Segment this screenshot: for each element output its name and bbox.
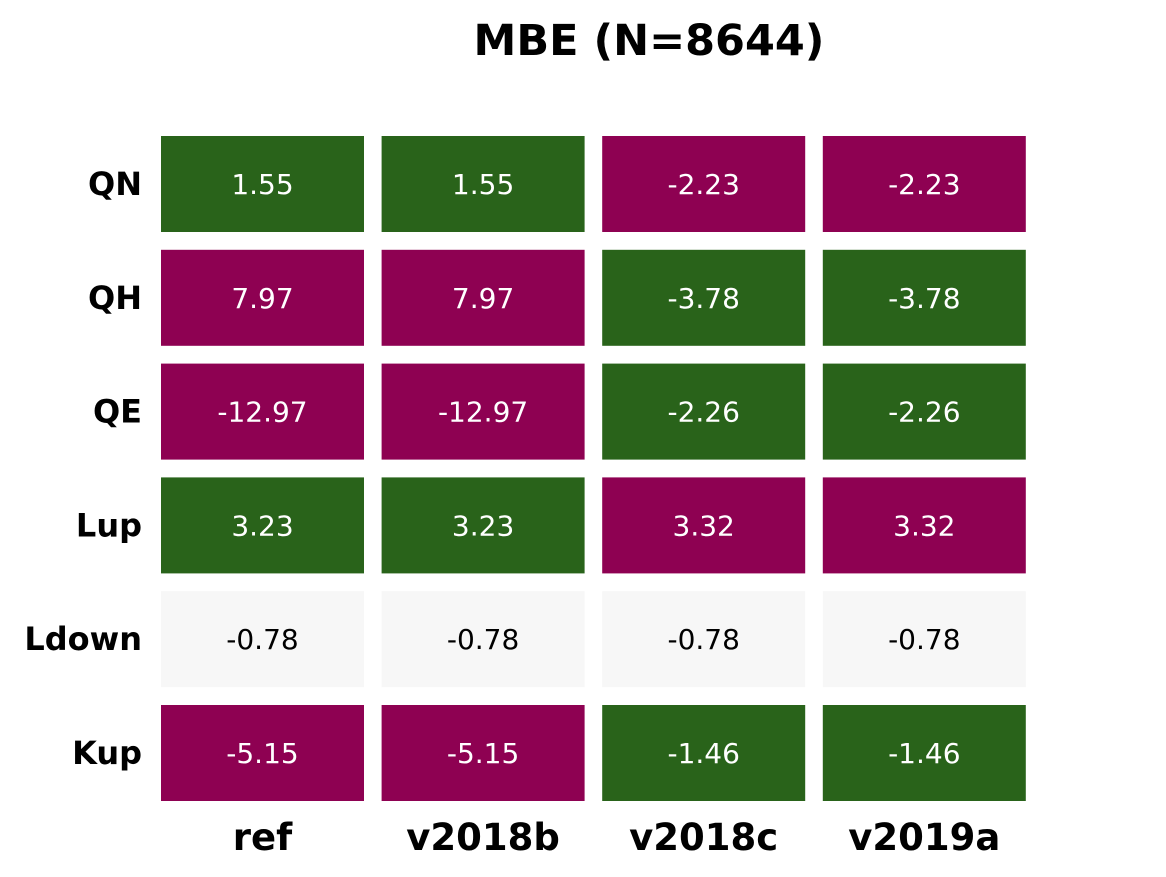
heatmap-cell-qn-v2018c bbox=[602, 136, 806, 232]
heatmap-cell-qe-v2018b bbox=[381, 363, 585, 460]
cell-value-label-ldown-v2019a: -0.78 bbox=[888, 623, 960, 656]
column-labels: ref v2018b v2018c v2019a bbox=[233, 816, 1001, 859]
cell-value-label-qh-v2018c: -3.78 bbox=[667, 282, 739, 315]
row-labels: QN QH QE Lup Ldown Kup bbox=[24, 165, 142, 772]
cell-value-label-qn-ref: 1.55 bbox=[231, 168, 293, 201]
cell-value-label-qh-ref: 7.97 bbox=[231, 282, 293, 315]
cell-value-label-qe-v2018b: -12.97 bbox=[438, 396, 528, 429]
cell-value-label-kup-ref: -5.15 bbox=[226, 737, 298, 770]
cell-value-label-kup-v2019a: -1.46 bbox=[888, 737, 960, 770]
row-label-qe: QE bbox=[93, 393, 142, 431]
column-label-v2018c: v2018c bbox=[629, 816, 778, 859]
cell-value-label-qe-v2018c: -2.26 bbox=[667, 396, 739, 429]
heatmap-cell-lup-v2018c bbox=[602, 477, 806, 574]
cell-value-label-qh-v2018b: 7.97 bbox=[452, 282, 514, 315]
cell-value-label-qe-v2019a: -2.26 bbox=[888, 396, 960, 429]
row-label-qn: QN bbox=[88, 165, 142, 203]
chart-title: MBE (N=8644) bbox=[474, 16, 825, 66]
cell-value-label-ldown-v2018c: -0.78 bbox=[667, 623, 739, 656]
heatmap-cell-ldown-v2018c bbox=[602, 591, 806, 688]
heatmap-cell-kup-v2018b bbox=[381, 705, 585, 801]
row-label-qh: QH bbox=[88, 279, 142, 317]
heatmap-cell-qh-ref bbox=[161, 249, 364, 346]
cell-value-label-kup-v2018b: -5.15 bbox=[447, 737, 519, 770]
heatmap-cell-qh-v2018b bbox=[381, 249, 585, 346]
cell-value-label-lup-v2019a: 3.32 bbox=[893, 509, 955, 542]
cell-value-label-kup-v2018c: -1.46 bbox=[667, 737, 739, 770]
heatmap-cell-kup-ref bbox=[161, 705, 364, 801]
heatmap-cell-kup-v2019a bbox=[822, 705, 1026, 801]
row-label-kup: Kup bbox=[72, 734, 142, 772]
cell-value-label-lup-v2018c: 3.32 bbox=[673, 509, 735, 542]
heatmap-cell-qn-v2019a bbox=[822, 136, 1026, 232]
cell-value-label-lup-v2018b: 3.23 bbox=[452, 509, 514, 542]
row-label-lup: Lup bbox=[76, 506, 142, 544]
cell-value-label-qn-v2018c: -2.23 bbox=[667, 168, 739, 201]
heatmap-cell-ldown-v2018b bbox=[381, 591, 585, 688]
heatmap-cell-lup-ref bbox=[161, 477, 364, 574]
heatmap-cell-lup-v2019a bbox=[822, 477, 1026, 574]
column-label-v2018b: v2018b bbox=[406, 816, 560, 859]
cell-value-label-qn-v2018b: 1.55 bbox=[452, 168, 514, 201]
heatmap-cell-ldown-ref bbox=[161, 591, 364, 688]
column-label-ref: ref bbox=[233, 816, 293, 859]
heatmap-cell-qn-v2018b bbox=[381, 136, 585, 232]
heatmap-cell-qe-v2019a bbox=[822, 363, 1026, 460]
row-label-ldown: Ldown bbox=[24, 620, 142, 658]
heatmap-cell-ldown-v2019a bbox=[822, 591, 1026, 688]
heatmap-cell-qh-v2018c bbox=[602, 249, 806, 346]
cell-value-label-qe-ref: -12.97 bbox=[217, 396, 307, 429]
cell-value-label-ldown-ref: -0.78 bbox=[226, 623, 298, 656]
heatmap-cell-lup-v2018b bbox=[381, 477, 585, 574]
heatmap-cell-qh-v2019a bbox=[822, 249, 1026, 346]
column-label-v2019a: v2019a bbox=[848, 816, 1000, 859]
cell-value-label-qh-v2019a: -3.78 bbox=[888, 282, 960, 315]
heatmap-cell-qe-ref bbox=[161, 363, 364, 460]
cell-value-label-ldown-v2018b: -0.78 bbox=[447, 623, 519, 656]
heatmap-cells: 1.55 1.55 -2.23 -2.23 7.97 7.97 -3.78 -3.78 -12.… bbox=[161, 136, 1026, 801]
cell-value-label-qn-v2019a: -2.23 bbox=[888, 168, 960, 201]
heatmap-cell-qe-v2018c bbox=[602, 363, 806, 460]
cell-value-label-lup-ref: 3.23 bbox=[231, 509, 293, 542]
heatmap-cell-kup-v2018c bbox=[602, 705, 806, 801]
heatmap-cell-qn-ref bbox=[161, 136, 364, 232]
